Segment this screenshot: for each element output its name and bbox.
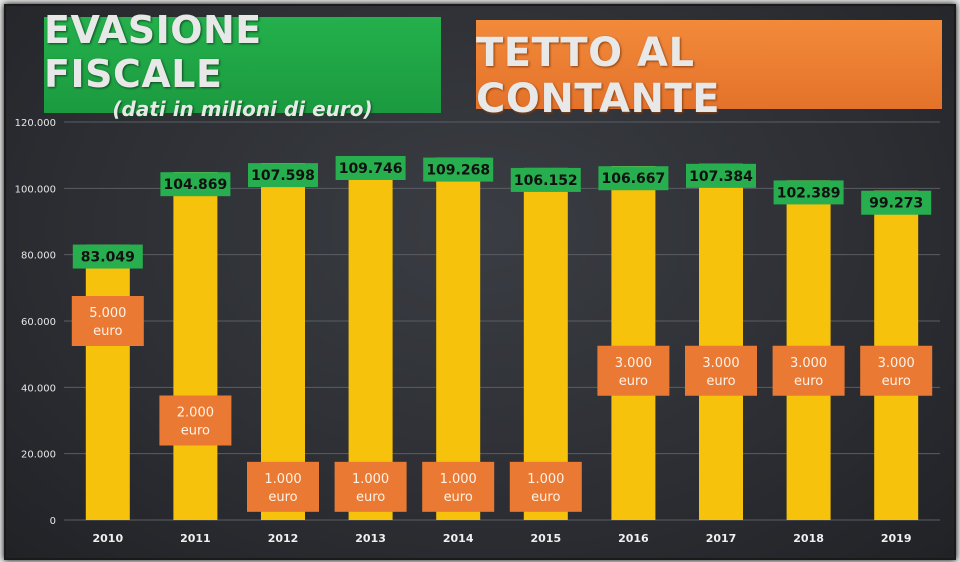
cash-limit-unit: euro: [619, 374, 648, 389]
value-label: 106.152: [514, 173, 578, 189]
cash-limit-amount: 2.000: [177, 406, 214, 421]
value-label: 107.598: [251, 168, 315, 184]
value-label: 83.049: [81, 250, 135, 266]
x-tick-label: 2015: [530, 532, 561, 545]
value-label-bg: [423, 157, 494, 182]
cash-limit-amount: 1.000: [264, 472, 301, 487]
cash-limit-amount: 3.000: [878, 356, 915, 371]
value-label-bg: [861, 190, 932, 215]
x-tick-label: 2017: [706, 532, 737, 545]
value-label-bg: [335, 156, 406, 181]
cash-limit-amount: 1.000: [352, 472, 389, 487]
value-label-bg: [510, 167, 581, 192]
cash-limit-unit: euro: [882, 374, 911, 389]
chart-subtitle: (dati in milioni di euro): [112, 97, 373, 121]
x-tick-label: 2011: [180, 532, 211, 545]
title-box-evasione: EVASIONE FISCALE (dati in milioni di eur…: [44, 8, 441, 121]
value-label: 109.268: [426, 163, 490, 179]
y-tick-label: 0: [50, 516, 56, 527]
value-label: 104.869: [164, 177, 228, 193]
cash-limit-bg: [509, 461, 582, 512]
y-tick-label: 120.000: [15, 118, 56, 129]
cash-limit-bg: [597, 345, 670, 396]
cash-limit-amount: 5.000: [89, 306, 126, 321]
y-tick-label: 60.000: [21, 317, 56, 328]
cash-limit-bg: [422, 461, 495, 512]
bar: [523, 167, 568, 520]
title-box-tetto: TETTO AL CONTANTE: [476, 20, 942, 122]
value-label-bg: [72, 244, 143, 269]
bar: [261, 163, 305, 520]
cash-limit-unit: euro: [706, 374, 735, 389]
value-label: 107.384: [689, 169, 753, 185]
y-tick-label: 100.000: [15, 184, 56, 195]
cash-limit-unit: euro: [93, 324, 122, 339]
x-tick-label: 2014: [443, 532, 474, 545]
cash-limit-bg: [772, 345, 845, 396]
cash-limit-bg: [334, 461, 407, 512]
x-tick-label: 2016: [618, 532, 649, 545]
x-tick-label: 2012: [268, 532, 299, 545]
bar: [173, 172, 218, 520]
value-label-bg: [248, 163, 318, 188]
cash-limit-bg: [247, 461, 319, 512]
bar: [436, 157, 481, 520]
bar: [699, 163, 743, 520]
x-tick-label: 2018: [793, 532, 824, 545]
cash-limit-amount: 1.000: [527, 472, 564, 487]
value-label-bg: [598, 166, 669, 191]
chart-title: EVASIONE FISCALE: [44, 8, 262, 96]
bar: [348, 156, 393, 520]
value-label-bg: [160, 172, 231, 197]
cash-limit-unit: euro: [444, 490, 473, 505]
value-label-bg: [686, 163, 756, 188]
cash-limit-unit: euro: [794, 374, 823, 389]
cash-limit-amount: 3.000: [790, 356, 827, 371]
cash-limit-unit: euro: [531, 490, 560, 505]
y-tick-label: 20.000: [21, 450, 56, 461]
cash-limit-unit: euro: [268, 490, 297, 505]
cash-limit-bg: [71, 296, 144, 346]
bar: [85, 244, 130, 521]
value-label: 106.667: [602, 171, 666, 187]
cash-limit-amount: 3.000: [702, 356, 739, 371]
value-label: 102.389: [777, 185, 841, 201]
cash-limit-unit: euro: [181, 424, 210, 439]
y-tick-label: 40.000: [21, 383, 56, 394]
right-title: TETTO AL CONTANTE: [476, 30, 721, 122]
bar: [611, 166, 656, 520]
cash-limit-amount: 3.000: [615, 356, 652, 371]
value-label-bg: [773, 180, 844, 205]
value-label: 109.746: [339, 161, 403, 177]
cash-limit-unit: euro: [356, 490, 385, 505]
cash-limit-amount: 1.000: [440, 472, 477, 487]
x-tick-label: 2010: [92, 532, 123, 545]
x-tick-label: 2013: [355, 532, 386, 545]
value-label: 99.273: [869, 196, 923, 212]
cash-limit-bg: [685, 345, 757, 396]
y-tick-label: 80.000: [21, 251, 56, 262]
cash-limit-bg: [860, 345, 933, 396]
x-tick-label: 2019: [881, 532, 912, 545]
cash-limit-bg: [159, 395, 232, 446]
